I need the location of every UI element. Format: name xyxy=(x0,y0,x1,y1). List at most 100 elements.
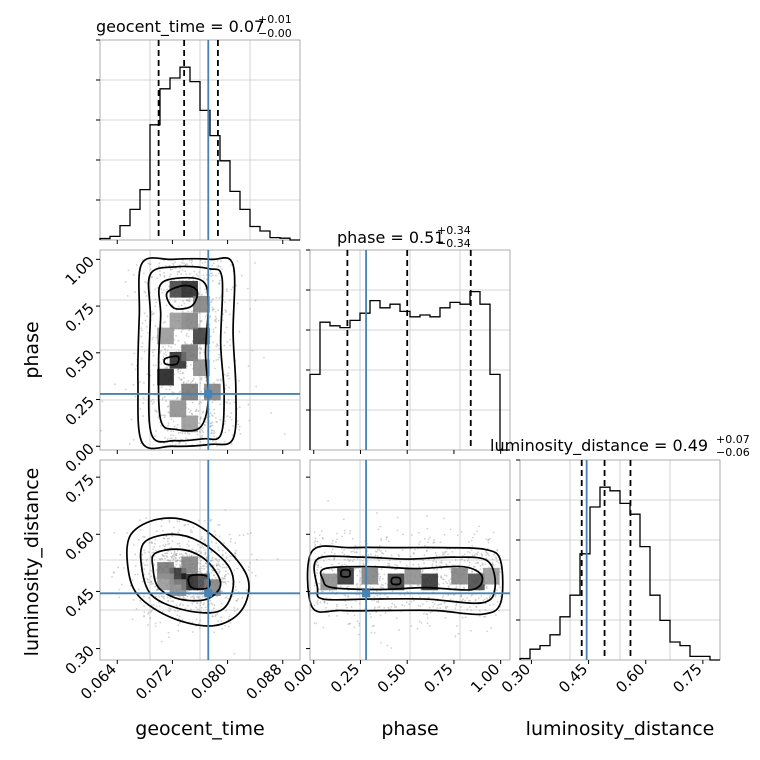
sample-point xyxy=(444,574,446,576)
sample-point xyxy=(382,577,384,580)
sample-point xyxy=(147,611,150,614)
sample-point xyxy=(169,268,172,271)
sample-point xyxy=(189,273,191,276)
sample-point xyxy=(491,561,494,564)
sample-point xyxy=(197,596,200,599)
panel-frame xyxy=(519,459,721,661)
sample-point xyxy=(236,260,239,263)
sample-point xyxy=(150,575,153,578)
sample-point xyxy=(228,377,231,380)
sample-point xyxy=(166,556,169,558)
sample-point xyxy=(488,554,490,557)
sample-point xyxy=(374,550,377,553)
sample-point xyxy=(191,413,194,416)
sample-point xyxy=(210,429,213,432)
sample-point xyxy=(222,563,224,566)
sample-point xyxy=(172,264,175,267)
sample-point xyxy=(440,560,443,562)
sample-point xyxy=(331,569,334,572)
sample-point xyxy=(442,578,445,581)
sample-point xyxy=(370,616,372,619)
title-main: geocent_time = 0.07 xyxy=(96,17,264,37)
sample-point xyxy=(193,270,196,273)
sample-point xyxy=(180,438,182,441)
sample-point xyxy=(178,604,181,607)
sample-point xyxy=(333,557,336,559)
density-cell xyxy=(157,327,174,345)
sample-point xyxy=(161,529,164,532)
sample-point xyxy=(480,552,483,555)
sample-point xyxy=(356,590,359,593)
sample-point xyxy=(373,595,376,598)
sample-point xyxy=(378,577,381,580)
sample-point xyxy=(184,552,187,554)
sample-point xyxy=(181,269,184,271)
sample-point xyxy=(175,334,177,337)
sample-point xyxy=(224,577,226,580)
sample-point xyxy=(179,566,182,568)
sample-point xyxy=(199,619,201,622)
sample-point xyxy=(199,441,202,443)
sample-point xyxy=(167,559,169,561)
sample-point xyxy=(150,610,152,613)
sample-point xyxy=(213,530,216,533)
sample-point xyxy=(212,262,215,265)
sample-point xyxy=(169,560,172,563)
sample-point xyxy=(141,259,144,261)
sample-point xyxy=(171,268,174,270)
sample-point xyxy=(384,582,387,585)
sample-point xyxy=(185,334,188,337)
sample-point xyxy=(315,622,318,625)
sample-point xyxy=(198,271,201,274)
sample-point xyxy=(470,609,473,612)
sample-point xyxy=(388,563,391,565)
sample-point xyxy=(188,300,191,302)
sample-point xyxy=(187,379,190,382)
sample-point xyxy=(161,398,164,401)
sample-point xyxy=(323,601,326,604)
sample-point xyxy=(154,622,157,625)
sample-point xyxy=(210,272,213,275)
sample-point xyxy=(440,562,443,564)
sample-point xyxy=(477,562,479,565)
sample-point xyxy=(235,589,237,591)
sample-point xyxy=(466,608,469,611)
sample-point xyxy=(143,614,145,617)
contour-line xyxy=(306,545,504,616)
sample-point xyxy=(425,549,428,552)
sample-point xyxy=(204,424,206,427)
sample-point xyxy=(218,282,221,284)
sample-point xyxy=(142,397,145,400)
sample-point xyxy=(220,602,223,605)
sample-point xyxy=(380,550,382,552)
sample-point xyxy=(166,596,169,599)
sample-point xyxy=(418,620,421,623)
sample-point xyxy=(204,549,206,551)
sample-point xyxy=(150,400,153,403)
sample-point xyxy=(323,551,326,554)
contour-line xyxy=(139,533,235,614)
sample-point xyxy=(149,581,152,584)
sample-point xyxy=(137,588,140,591)
sample-point xyxy=(346,612,349,615)
title-luminosity-distance-minus: −0.06 xyxy=(716,446,750,459)
sample-point xyxy=(213,319,216,322)
sample-point xyxy=(442,582,445,585)
sample-point xyxy=(152,383,155,386)
sample-point xyxy=(210,518,213,521)
sample-point xyxy=(150,541,153,544)
sample-point xyxy=(487,541,490,544)
sample-point xyxy=(484,608,487,611)
sample-point xyxy=(135,608,138,610)
sample-point xyxy=(175,553,178,555)
sample-point xyxy=(354,599,357,602)
sample-point xyxy=(263,356,265,359)
sample-point xyxy=(199,319,202,322)
sample-point xyxy=(410,585,413,588)
sample-point xyxy=(191,531,194,533)
sample-point xyxy=(158,262,161,265)
sample-point xyxy=(178,595,180,598)
sample-point xyxy=(191,328,193,331)
sample-point xyxy=(217,379,220,381)
sample-point xyxy=(353,626,356,629)
